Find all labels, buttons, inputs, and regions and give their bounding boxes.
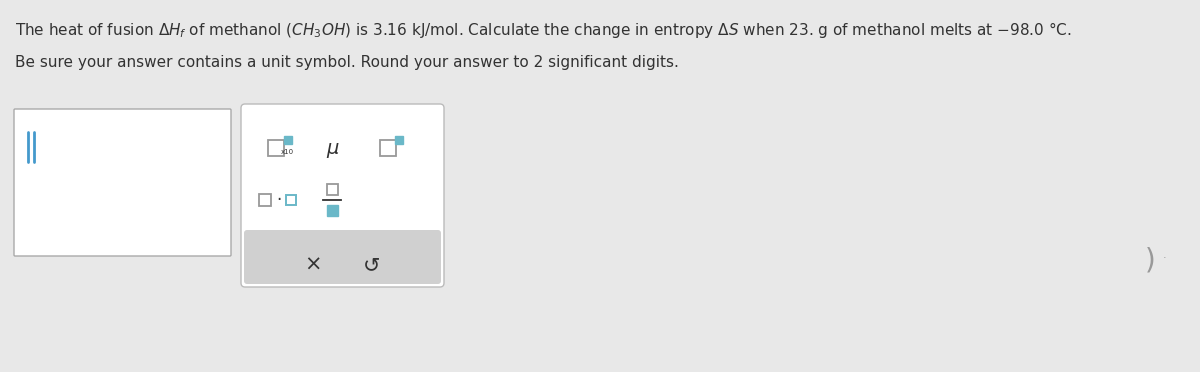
Text: μ: μ [326, 138, 338, 157]
Bar [247, 233, 438, 241]
Text: Be sure your answer contains a unit symbol. Round your answer to 2 significant d: Be sure your answer contains a unit symb… [14, 55, 679, 70]
Text: ): ) [1145, 246, 1156, 274]
Text: ↺: ↺ [364, 255, 380, 275]
Bar [268, 140, 284, 156]
Bar [247, 235, 438, 281]
Bar [395, 136, 403, 144]
Text: ×: × [305, 255, 322, 275]
Bar [286, 195, 296, 205]
Text: ·: · [1163, 253, 1166, 263]
Text: The heat of fusion $\Delta H_f$ of methanol $(CH_3OH)$ is 3.16 kJ/mol. Calculate: The heat of fusion $\Delta H_f$ of metha… [14, 20, 1072, 40]
Bar [259, 194, 271, 206]
Text: x10: x10 [281, 149, 294, 155]
FancyBboxPatch shape [14, 109, 230, 256]
Bar [380, 140, 396, 156]
FancyBboxPatch shape [241, 104, 444, 287]
Bar [326, 205, 337, 215]
Text: ·: · [276, 191, 282, 209]
FancyBboxPatch shape [244, 230, 442, 284]
Bar [284, 136, 292, 144]
Bar [326, 183, 337, 195]
